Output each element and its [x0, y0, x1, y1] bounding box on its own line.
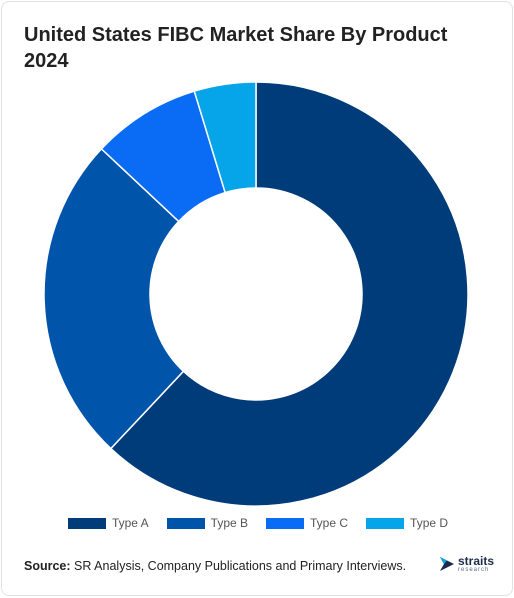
logo-wordmark: straits: [458, 554, 495, 568]
legend-item-type-b[interactable]: Type B: [166, 516, 249, 530]
straits-logo: straits research: [439, 555, 494, 573]
straits-logo-icon: [440, 557, 454, 571]
slice-type-b[interactable]: [43, 147, 185, 450]
legend-item-type-a[interactable]: Type A: [67, 516, 149, 530]
legend-label: Type D: [410, 516, 449, 530]
legend-label: Type A: [111, 516, 149, 530]
legend-swatch: [67, 517, 106, 529]
legend-item-type-d[interactable]: Type D: [366, 516, 448, 530]
legend-label: Type C: [310, 516, 349, 530]
legend-item-type-c[interactable]: Type C: [266, 516, 348, 530]
source-label: Source:: [24, 559, 71, 573]
slice-type-a[interactable]: [109, 81, 469, 507]
legend-swatch: [266, 517, 305, 529]
source-text: SR Analysis, Company Publications and Pr…: [74, 559, 407, 573]
legend-swatch: [366, 517, 405, 529]
slice-type-d[interactable]: [193, 81, 257, 194]
legend-swatch: [166, 517, 205, 529]
chart-legend: Type A Type B Type C Type D: [2, 516, 514, 530]
chart-title: United States FIBC Market Share By Produ…: [24, 24, 448, 72]
logo-tagline: research: [458, 567, 490, 573]
donut-chart: [43, 81, 469, 507]
legend-label: Type B: [210, 516, 249, 530]
source-note: Source: SR Analysis, Company Publication…: [24, 559, 406, 573]
